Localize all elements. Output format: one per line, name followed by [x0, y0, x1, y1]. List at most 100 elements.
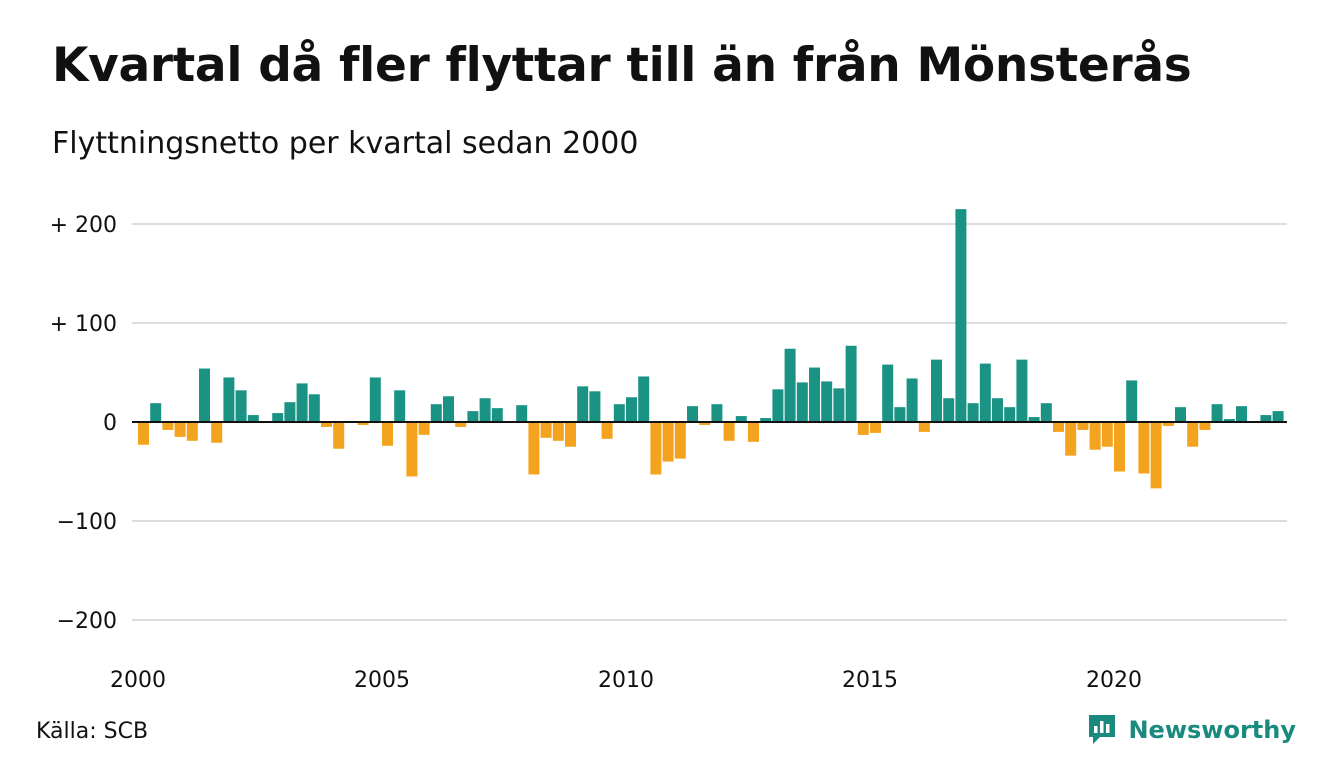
bar	[967, 403, 979, 422]
bar	[1089, 422, 1101, 450]
bar	[748, 422, 759, 442]
bar	[870, 422, 881, 433]
bar	[796, 382, 808, 422]
bar	[247, 415, 259, 422]
bar	[418, 422, 430, 435]
bar	[821, 381, 833, 422]
bar	[211, 422, 223, 443]
bar	[809, 367, 820, 422]
bar	[711, 404, 723, 422]
bar	[528, 422, 540, 475]
bar	[516, 405, 528, 422]
bar	[638, 376, 650, 422]
bar	[626, 397, 637, 422]
bar	[552, 422, 564, 441]
y-tick-label: −100	[57, 510, 117, 535]
bar	[186, 422, 198, 441]
bar	[1138, 422, 1150, 474]
bar	[784, 348, 796, 422]
bar	[687, 406, 698, 422]
bar	[357, 422, 369, 425]
bar	[455, 422, 467, 427]
bar	[662, 422, 674, 462]
x-tick-label: 2000	[110, 668, 166, 693]
bar	[382, 422, 393, 446]
bar	[1077, 422, 1089, 430]
y-tick-label: + 100	[50, 312, 117, 337]
bar	[906, 378, 918, 422]
bar	[1211, 404, 1223, 422]
bar	[833, 388, 845, 422]
bar	[1053, 422, 1064, 432]
bar	[613, 404, 625, 422]
y-tick-label: + 200	[50, 213, 117, 238]
bar	[540, 422, 552, 438]
bar	[1040, 403, 1052, 422]
bar	[1101, 422, 1113, 447]
bar	[918, 422, 930, 432]
bar	[931, 359, 942, 422]
bar	[1016, 359, 1028, 422]
bar	[199, 368, 210, 422]
bar	[443, 396, 454, 422]
bar	[760, 418, 772, 422]
gridlines	[132, 223, 1287, 621]
bar	[369, 377, 381, 422]
bar	[394, 390, 406, 422]
x-axis-ticks: 2000 2005 2010 2015 2020	[110, 668, 1142, 693]
bar	[699, 422, 711, 425]
bar	[894, 407, 906, 422]
bar	[735, 416, 747, 422]
chart-title: Kvartal då fler flyttar till än från Mön…	[52, 38, 1192, 93]
y-axis-ticks: + 200 + 100 0 −100 −200	[50, 213, 117, 634]
bar	[1175, 407, 1186, 422]
bar	[333, 422, 345, 449]
source-note: Källa: SCB	[36, 719, 149, 744]
bar	[979, 363, 991, 422]
bar	[857, 422, 869, 435]
bar	[1272, 411, 1284, 422]
x-tick-label: 2015	[842, 668, 898, 693]
bar	[272, 413, 284, 422]
bar	[406, 422, 418, 477]
newsworthy-logo-icon	[1089, 715, 1116, 744]
bar	[430, 404, 442, 422]
brand-name: Newsworthy	[1128, 716, 1296, 744]
x-tick-label: 2010	[598, 668, 654, 693]
bar	[1260, 415, 1272, 422]
bar	[223, 377, 235, 422]
bar	[296, 383, 308, 422]
bar	[138, 422, 149, 445]
bar	[321, 422, 332, 427]
x-tick-label: 2005	[354, 668, 410, 693]
bar	[674, 422, 686, 459]
bar	[1223, 419, 1235, 422]
bar	[845, 345, 857, 422]
bar	[955, 209, 967, 422]
bar	[150, 403, 162, 422]
bar	[479, 398, 491, 422]
brand-logo: Newsworthy	[1086, 712, 1296, 748]
bar	[1150, 422, 1162, 489]
bar	[1162, 422, 1174, 426]
bar	[162, 422, 174, 430]
bar	[577, 386, 589, 422]
bar	[1028, 417, 1040, 422]
bar	[467, 411, 479, 422]
bar	[772, 389, 784, 422]
y-tick-label: 0	[103, 411, 117, 436]
y-tick-label: −200	[57, 609, 117, 634]
bar	[943, 398, 955, 422]
bar	[1199, 422, 1211, 430]
bar	[882, 364, 894, 422]
bar	[565, 422, 576, 447]
bar	[589, 391, 601, 422]
bar	[601, 422, 613, 439]
bar	[1065, 422, 1077, 456]
bar	[491, 408, 503, 422]
bar	[235, 390, 247, 422]
bar	[1187, 422, 1199, 447]
bar	[1126, 380, 1138, 422]
bar	[992, 398, 1003, 422]
